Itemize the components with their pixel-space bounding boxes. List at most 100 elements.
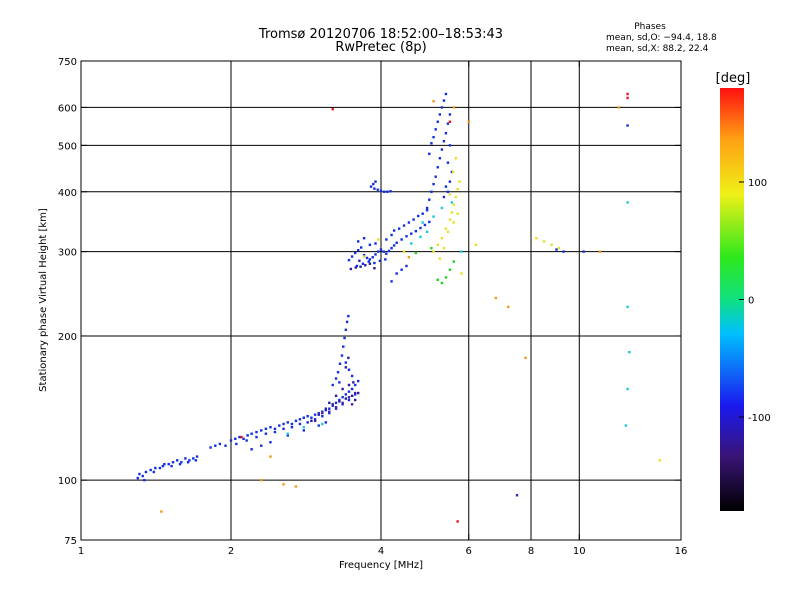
data-point: [260, 429, 263, 432]
data-point: [430, 142, 433, 145]
data-point: [331, 107, 334, 111]
data-point: [357, 391, 360, 395]
data-point: [334, 401, 338, 405]
data-point: [400, 268, 403, 271]
data-point: [440, 206, 444, 210]
data-point: [446, 122, 450, 125]
data-point: [345, 320, 349, 324]
data-point: [542, 240, 546, 243]
y-tick-label: 100: [58, 476, 77, 487]
data-point: [347, 314, 350, 318]
data-point: [344, 328, 348, 332]
data-point: [386, 190, 389, 193]
data-point: [343, 336, 346, 340]
data-point: [246, 434, 249, 437]
data-point: [313, 413, 317, 416]
grid-lines: [81, 61, 681, 540]
data-point: [353, 251, 357, 255]
data-point: [598, 250, 602, 253]
data-point: [350, 255, 354, 258]
data-point: [432, 250, 435, 253]
colorbar-tick-label: 100: [748, 178, 767, 189]
data-point: [448, 144, 452, 147]
data-point: [353, 398, 357, 402]
x-axis-ticks: 1 2 4 6 8 10 16: [78, 61, 687, 557]
data-point: [450, 201, 454, 204]
data-point: [290, 425, 294, 429]
data-point: [350, 387, 354, 391]
data-point: [347, 390, 351, 393]
y-tick-label: 200: [58, 332, 77, 343]
data-point: [425, 209, 429, 212]
data-point: [192, 457, 195, 460]
data-point: [446, 190, 450, 193]
data-point: [359, 265, 362, 268]
y-tick-label: 600: [58, 103, 77, 114]
data-point: [378, 259, 382, 263]
data-point: [555, 248, 558, 251]
data-point: [269, 441, 272, 444]
data-point: [373, 261, 376, 265]
data-point: [458, 180, 461, 183]
data-point: [269, 455, 272, 458]
data-point: [313, 418, 317, 421]
data-point: [353, 383, 357, 387]
data-point: [374, 253, 377, 256]
data-point: [186, 461, 190, 464]
data-point: [357, 379, 360, 383]
chart-subtitle: RwPretec (8p): [335, 40, 427, 55]
data-point: [324, 408, 328, 412]
data-point: [416, 214, 420, 218]
data-point: [377, 250, 380, 253]
data-point: [302, 416, 306, 419]
data-point: [302, 429, 306, 432]
data-point: [368, 262, 372, 265]
data-point: [460, 272, 463, 275]
data-point: [444, 276, 448, 279]
data-point: [407, 256, 411, 259]
data-point: [442, 195, 446, 199]
data-point: [260, 444, 263, 447]
data-point: [395, 272, 398, 275]
data-point: [306, 414, 309, 418]
data-point: [444, 92, 448, 96]
data-point: [456, 520, 459, 523]
data-point: [436, 243, 439, 246]
data-point: [384, 258, 387, 261]
data-point: [273, 430, 277, 434]
data-point: [278, 424, 281, 427]
data-point: [306, 421, 309, 424]
data-point: [347, 398, 351, 402]
data-point: [658, 459, 661, 462]
data-point: [368, 258, 372, 261]
data-point: [474, 243, 478, 246]
data-point: [494, 296, 498, 300]
data-point: [442, 99, 446, 102]
data-point: [334, 394, 338, 398]
data-point: [324, 421, 328, 424]
data-point: [456, 212, 459, 215]
data-point: [448, 193, 452, 196]
data-point: [434, 175, 437, 178]
data-point: [430, 246, 433, 250]
data-point: [432, 135, 435, 139]
data-point: [328, 407, 331, 410]
data-point: [448, 113, 452, 116]
data-point: [550, 243, 553, 246]
data-point: [269, 425, 272, 429]
data-point: [626, 201, 629, 204]
data-point: [421, 212, 424, 215]
data-point: [264, 427, 268, 430]
data-point: [331, 404, 334, 407]
data-point: [317, 413, 320, 416]
data-point: [161, 464, 165, 468]
data-point: [344, 361, 348, 364]
data-point: [436, 166, 439, 169]
data-point: [390, 233, 393, 237]
data-point: [626, 305, 629, 309]
x-tick-label: 1: [78, 546, 84, 557]
data-point: [390, 246, 393, 250]
data-point: [524, 356, 527, 360]
data-point: [321, 414, 324, 418]
y-tick-label: 500: [58, 141, 77, 152]
